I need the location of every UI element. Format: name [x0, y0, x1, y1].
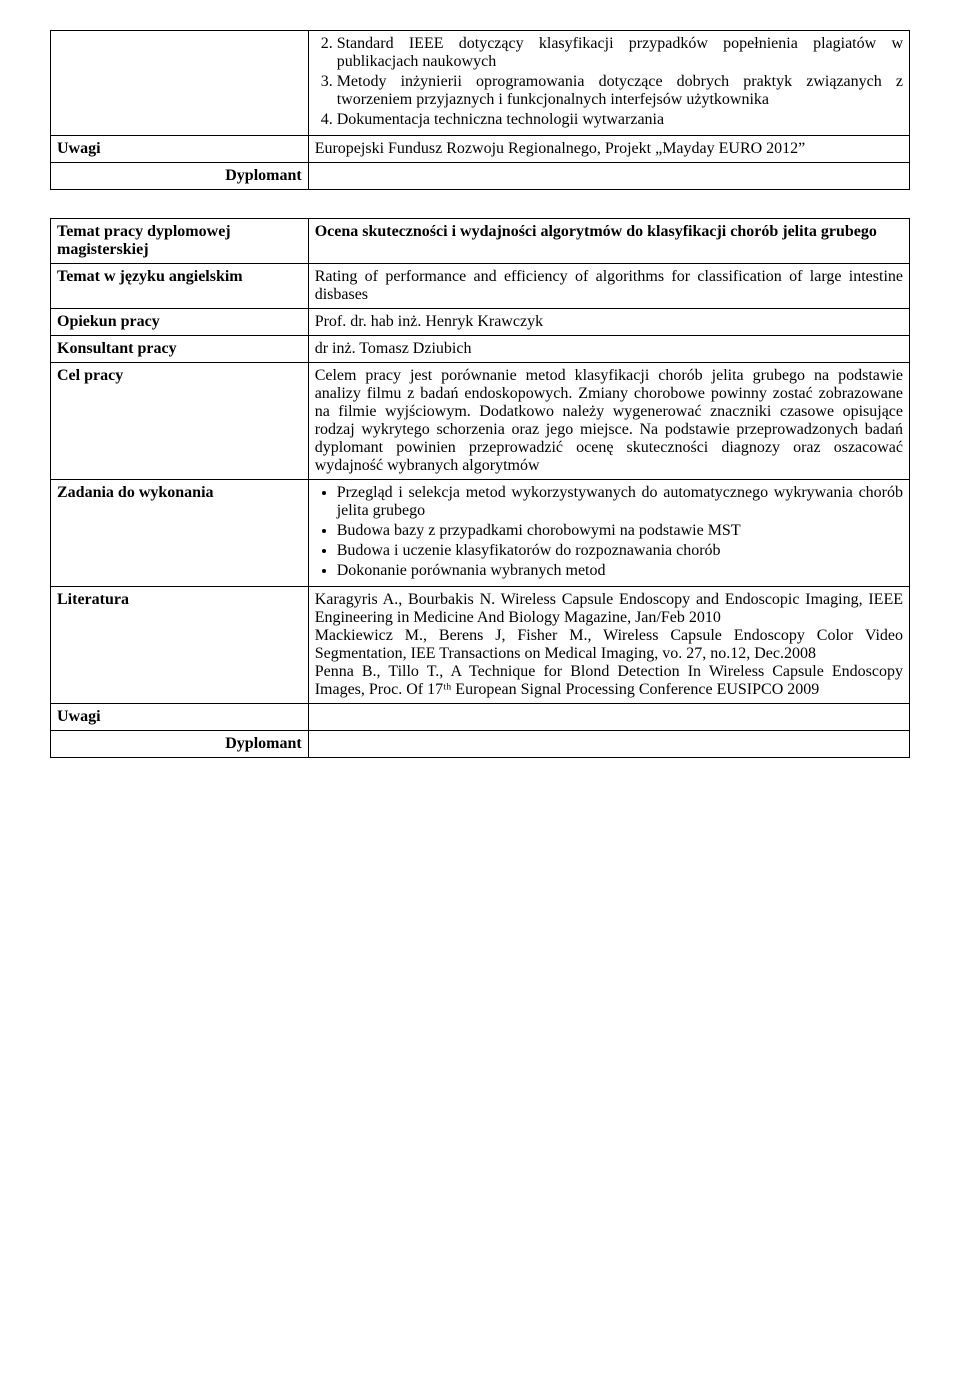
bullet-list: Przegląd i selekcja metod wykorzystywany… — [315, 484, 903, 580]
list-item: Przegląd i selekcja metod wykorzystywany… — [337, 484, 903, 520]
list-item: Budowa i uczenie klasyfikatorów do rozpo… — [337, 542, 903, 560]
list-item: Dokonanie porównania wybranych metod — [337, 562, 903, 580]
cell-uwagi2 — [308, 704, 909, 731]
cell-dyplomant2 — [308, 731, 909, 758]
cell-zadania: Przegląd i selekcja metod wykorzystywany… — [308, 480, 909, 587]
label-uwagi: Uwagi — [51, 136, 309, 163]
list-item: Metody inżynierii oprogramowania dotyczą… — [337, 73, 903, 109]
numbered-list: Standard IEEE dotyczący klasyfikacji prz… — [315, 35, 903, 129]
cell-uwagi: Europejski Fundusz Rozwoju Regionalnego,… — [308, 136, 909, 163]
cell-list: Standard IEEE dotyczący klasyfikacji prz… — [308, 31, 909, 136]
table-row: Cel pracy Celem pracy jest porównanie me… — [51, 363, 910, 480]
cell-literatura: Karagyris A., Bourbakis N. Wireless Caps… — [308, 587, 909, 704]
label-cel: Cel pracy — [51, 363, 309, 480]
list-item: Budowa bazy z przypadkami chorobowymi na… — [337, 522, 903, 540]
cell-opiekun: Prof. dr. hab inż. Henryk Krawczyk — [308, 309, 909, 336]
table-row: Temat w języku angielskim Rating of perf… — [51, 264, 910, 309]
table-row: Uwagi — [51, 704, 910, 731]
table-row: Konsultant pracy dr inż. Tomasz Dziubich — [51, 336, 910, 363]
list-item: Standard IEEE dotyczący klasyfikacji prz… — [337, 35, 903, 71]
list-item: Dokumentacja techniczna technologii wytw… — [337, 111, 903, 129]
label-opiekun: Opiekun pracy — [51, 309, 309, 336]
table-row: Dyplomant — [51, 163, 910, 190]
label-temat: Temat pracy dyplomowej magisterskiej — [51, 219, 309, 264]
lit-entry: Mackiewicz M., Berens J, Fisher M., Wire… — [315, 627, 903, 663]
table-row: Standard IEEE dotyczący klasyfikacji prz… — [51, 31, 910, 136]
cell-temat-en: Rating of performance and efficiency of … — [308, 264, 909, 309]
label-zadania: Zadania do wykonania — [51, 480, 309, 587]
cell-cel: Celem pracy jest porównanie metod klasyf… — [308, 363, 909, 480]
table-row: Literatura Karagyris A., Bourbakis N. Wi… — [51, 587, 910, 704]
table-top: Standard IEEE dotyczący klasyfikacji prz… — [50, 30, 910, 190]
lit-entry: Penna B., Tillo T., A Technique for Blon… — [315, 663, 903, 699]
label-dyplomant: Dyplomant — [51, 163, 309, 190]
cell-empty — [51, 31, 309, 136]
cell-temat: Ocena skuteczności i wydajności algorytm… — [308, 219, 909, 264]
table-row: Opiekun pracy Prof. dr. hab inż. Henryk … — [51, 309, 910, 336]
label-uwagi2: Uwagi — [51, 704, 309, 731]
cell-konsultant: dr inż. Tomasz Dziubich — [308, 336, 909, 363]
table-main: Temat pracy dyplomowej magisterskiej Oce… — [50, 218, 910, 758]
table-row: Dyplomant — [51, 731, 910, 758]
label-dyplomant2: Dyplomant — [51, 731, 309, 758]
cell-dyplomant — [308, 163, 909, 190]
table-row: Temat pracy dyplomowej magisterskiej Oce… — [51, 219, 910, 264]
label-konsultant: Konsultant pracy — [51, 336, 309, 363]
table-row: Zadania do wykonania Przegląd i selekcja… — [51, 480, 910, 587]
table-row: Uwagi Europejski Fundusz Rozwoju Regiona… — [51, 136, 910, 163]
lit-entry: Karagyris A., Bourbakis N. Wireless Caps… — [315, 591, 903, 627]
label-literatura: Literatura — [51, 587, 309, 704]
label-temat-en: Temat w języku angielskim — [51, 264, 309, 309]
